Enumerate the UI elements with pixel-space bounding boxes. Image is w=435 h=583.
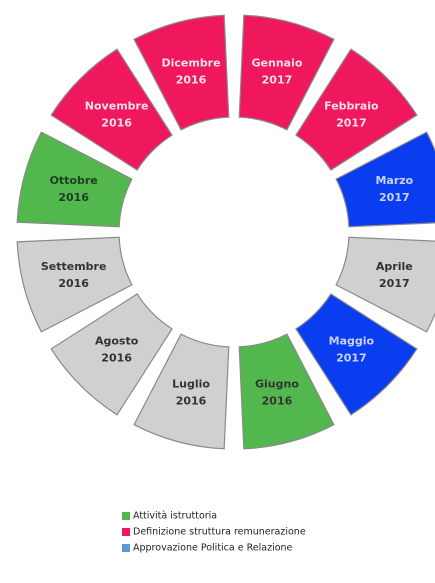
segment (335, 131, 435, 228)
segment-year: 2016 (101, 351, 132, 364)
segment-month: Settembre (41, 260, 107, 273)
segment (295, 293, 418, 416)
segment-month: Agosto (95, 334, 139, 347)
segment (295, 48, 418, 171)
segment-month: Maggio (329, 334, 375, 347)
legend-label: Definizione struttura remunerazione (133, 527, 306, 538)
segment-year: 2016 (58, 277, 89, 290)
legend-label: Approvazione Politica e Relazione (133, 543, 293, 554)
segment-year: 2017 (379, 277, 410, 290)
segment (50, 293, 173, 416)
segment-year: 2016 (58, 191, 89, 204)
segment-year: 2017 (336, 117, 367, 130)
legend-label: Attività istruttoria (133, 511, 217, 522)
segment (16, 236, 133, 333)
segment (50, 48, 173, 171)
segment (133, 333, 230, 450)
legend-swatch (122, 512, 130, 520)
segment-year: 2017 (262, 74, 293, 87)
segment (16, 131, 133, 228)
segment-year: 2017 (336, 351, 367, 364)
legend-swatch (122, 528, 130, 536)
segment (335, 236, 435, 333)
segment (238, 14, 335, 131)
segment-year: 2016 (176, 394, 207, 407)
segment-month: Gennaio (252, 57, 303, 70)
segment-month: Febbraio (324, 100, 379, 113)
segment-year: 2017 (379, 191, 410, 204)
segment-month: Giugno (255, 377, 299, 390)
segment (133, 14, 230, 131)
segment-month: Novembre (85, 100, 149, 113)
legend-swatch (122, 544, 130, 552)
segment-year: 2016 (176, 74, 207, 87)
segment (238, 333, 335, 450)
segment-month: Ottobre (50, 174, 98, 187)
segment-month: Aprile (376, 260, 413, 273)
segment-month: Luglio (172, 377, 210, 390)
segment-month: Dicembre (161, 57, 220, 70)
segment-year: 2016 (101, 117, 132, 130)
segment-year: 2016 (262, 394, 293, 407)
segment-month: Marzo (375, 174, 413, 187)
